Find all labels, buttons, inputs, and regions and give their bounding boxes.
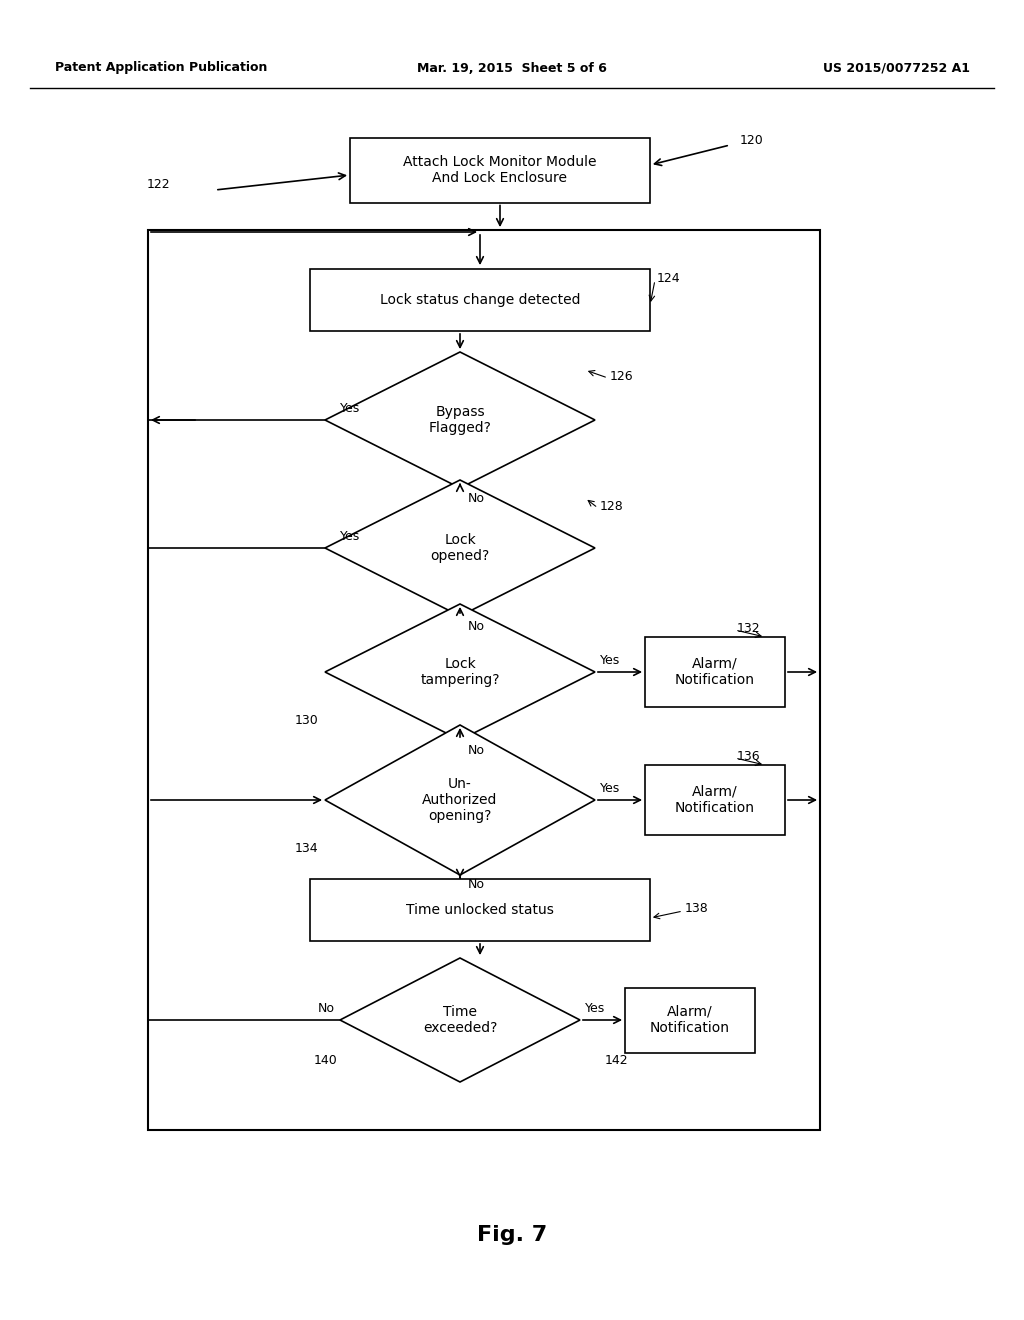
- FancyBboxPatch shape: [645, 766, 785, 836]
- Text: Patent Application Publication: Patent Application Publication: [55, 62, 267, 74]
- Text: 128: 128: [600, 499, 624, 512]
- Text: Alarm/
Notification: Alarm/ Notification: [675, 657, 755, 688]
- Text: 134: 134: [294, 842, 318, 854]
- Text: 126: 126: [610, 370, 634, 383]
- Text: Time
exceeded?: Time exceeded?: [423, 1005, 498, 1035]
- Polygon shape: [325, 605, 595, 741]
- Text: Time unlocked status: Time unlocked status: [407, 903, 554, 917]
- Text: No: No: [468, 879, 485, 891]
- Text: No: No: [468, 743, 485, 756]
- Text: Yes: Yes: [600, 653, 621, 667]
- Polygon shape: [325, 725, 595, 875]
- FancyBboxPatch shape: [310, 879, 650, 941]
- Text: Mar. 19, 2015  Sheet 5 of 6: Mar. 19, 2015 Sheet 5 of 6: [417, 62, 607, 74]
- Polygon shape: [325, 352, 595, 488]
- Text: Yes: Yes: [585, 1002, 605, 1015]
- Text: Yes: Yes: [340, 401, 360, 414]
- Polygon shape: [325, 480, 595, 616]
- FancyBboxPatch shape: [350, 137, 650, 202]
- Text: Bypass
Flagged?: Bypass Flagged?: [429, 405, 492, 436]
- Text: 136: 136: [737, 750, 761, 763]
- Text: 132: 132: [737, 622, 761, 635]
- Text: Yes: Yes: [340, 529, 360, 543]
- Text: 142: 142: [605, 1053, 629, 1067]
- Text: US 2015/0077252 A1: US 2015/0077252 A1: [823, 62, 970, 74]
- Text: No: No: [468, 619, 485, 632]
- Text: Lock status change detected: Lock status change detected: [380, 293, 581, 308]
- Text: No: No: [468, 491, 485, 504]
- Text: 124: 124: [657, 272, 681, 285]
- Text: Lock
tampering?: Lock tampering?: [420, 657, 500, 688]
- Polygon shape: [340, 958, 580, 1082]
- Text: Un-
Authorized
opening?: Un- Authorized opening?: [422, 776, 498, 824]
- Text: 130: 130: [294, 714, 318, 726]
- Text: 138: 138: [685, 903, 709, 916]
- FancyBboxPatch shape: [645, 638, 785, 708]
- Text: Yes: Yes: [600, 781, 621, 795]
- Text: No: No: [318, 1002, 335, 1015]
- FancyBboxPatch shape: [310, 269, 650, 331]
- Text: 140: 140: [313, 1053, 337, 1067]
- Text: Lock
opened?: Lock opened?: [430, 533, 489, 564]
- Text: Attach Lock Monitor Module
And Lock Enclosure: Attach Lock Monitor Module And Lock Encl…: [403, 154, 597, 185]
- Text: 120: 120: [740, 133, 764, 147]
- Text: Alarm/
Notification: Alarm/ Notification: [675, 785, 755, 814]
- Text: Alarm/
Notification: Alarm/ Notification: [650, 1005, 730, 1035]
- Text: 122: 122: [146, 178, 170, 191]
- FancyBboxPatch shape: [625, 987, 755, 1052]
- Text: Fig. 7: Fig. 7: [477, 1225, 547, 1245]
